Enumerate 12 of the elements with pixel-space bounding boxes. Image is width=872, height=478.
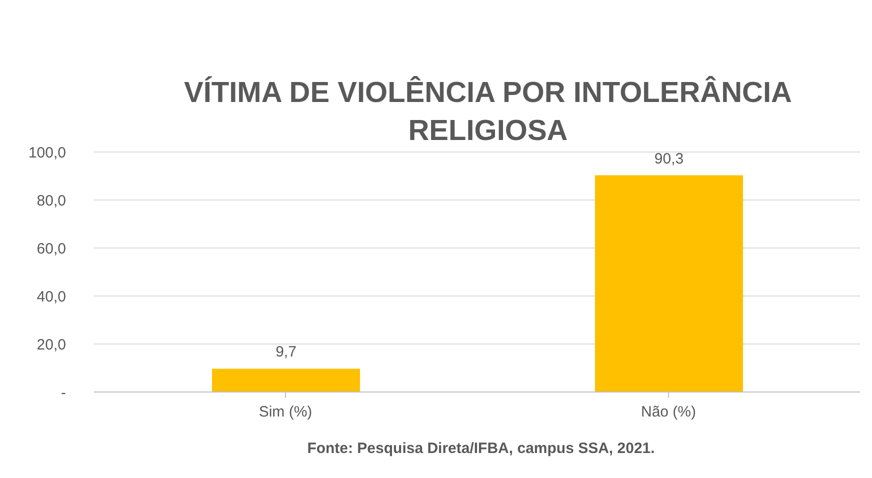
y-tick-label: 80,0: [36, 192, 66, 210]
data-label: 9,7: [276, 344, 296, 361]
x-tick-label: Sim (%): [258, 404, 312, 421]
y-tick-label: 40,0: [36, 288, 66, 306]
y-tick-label: 100,0: [28, 144, 66, 162]
chart-title: VÍTIMA DE VIOLÊNCIA POR INTOLERÂNCIA RELIGIOSA: [183, 75, 793, 149]
y-tick-label: 60,0: [36, 240, 66, 258]
data-label: 90,3: [654, 150, 684, 168]
source-note: Fonte: Pesquisa Direta/IFBA, campus SSA, 2021.: [306, 440, 656, 457]
y-tick-label: 20,0: [36, 336, 66, 354]
y-tick-label: -: [61, 384, 66, 402]
x-tick-label: Não (%): [640, 404, 696, 421]
